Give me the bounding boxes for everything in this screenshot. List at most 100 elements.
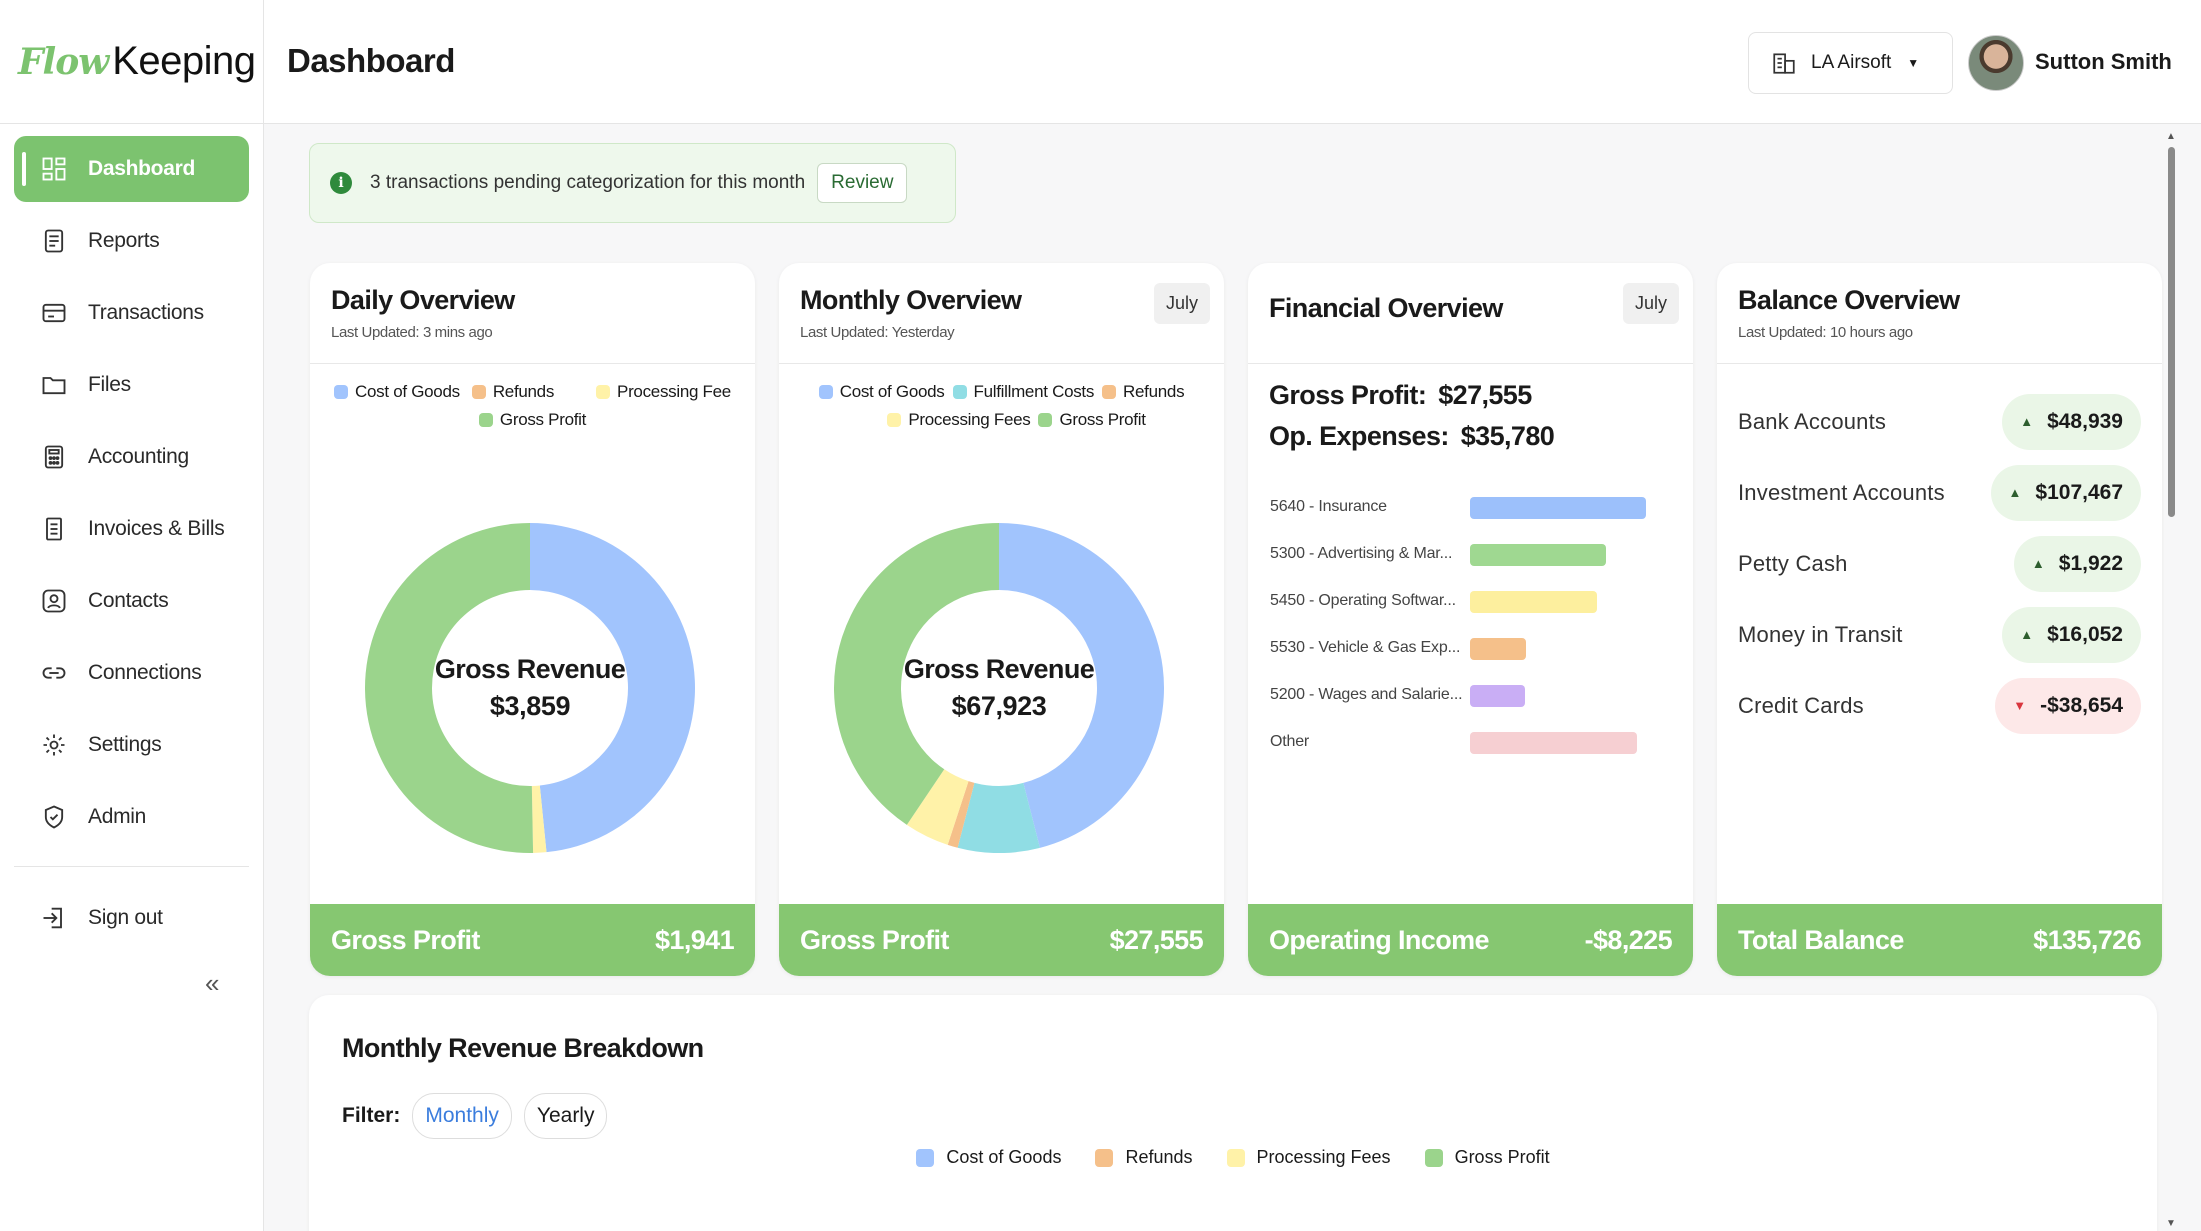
nav-item-transactions[interactable]: Transactions <box>14 280 249 346</box>
legend-item: Processing Fees <box>887 410 1031 430</box>
expense-row: 5200 - Wages and Salarie... <box>1270 671 1670 718</box>
legend-label: Cost of Goods <box>839 382 945 401</box>
balance-row[interactable]: Credit Cards ▼ -$38,654 <box>1738 670 2141 741</box>
donut-slice-processing-fees[interactable] <box>906 769 969 845</box>
nav-item-label: Transactions <box>88 301 204 324</box>
expense-bar[interactable] <box>1470 591 1597 613</box>
gear-icon <box>43 734 65 756</box>
user-name[interactable]: Sutton Smith <box>2035 49 2172 74</box>
nav-item-label: Connections <box>88 661 202 684</box>
sign-out-button[interactable]: Sign out <box>14 885 249 951</box>
legend-label: Processing Fee <box>617 382 731 401</box>
logo[interactable]: Flow Keeping <box>0 0 263 124</box>
expense-bar[interactable] <box>1470 732 1638 754</box>
legend-label: Refunds <box>492 382 555 401</box>
account-value: $107,467 <box>2035 480 2123 504</box>
donut-slice-gross-profit[interactable] <box>364 523 534 853</box>
footer-value: $27,555 <box>1109 924 1204 955</box>
gross-profit-value: $27,555 <box>1438 380 1532 410</box>
card-title: Daily Overview <box>331 285 515 315</box>
filter-yearly[interactable]: Yearly <box>523 1093 608 1139</box>
op-expenses-value: $35,780 <box>1460 421 1555 451</box>
review-button[interactable]: Review <box>817 163 908 203</box>
expense-bar[interactable] <box>1470 497 1646 519</box>
card-header: Daily Overview Last Updated: 3 mins ago <box>310 263 755 364</box>
footer-label: Operating Income <box>1269 924 1490 955</box>
balance-list: Bank Accounts ▲ $48,939 Investment Accoun… <box>1717 364 2162 741</box>
expense-label: 5300 - Advertising & Mar... <box>1270 544 1453 562</box>
expense-bar-track <box>1470 530 1670 577</box>
expense-row: Other <box>1270 718 1670 765</box>
filter-group: Filter: Monthly Yearly <box>342 1093 619 1139</box>
collapse-sidebar-button[interactable]: « <box>205 968 220 998</box>
expense-row: 5530 - Vehicle & Gas Exp... <box>1270 624 1670 671</box>
company-selector[interactable]: LA Airsoft ▼ <box>1748 32 1953 94</box>
sidebar: Flow Keeping Dashboard Reports Transacti… <box>0 0 264 1231</box>
nav-item-files[interactable]: Files <box>14 352 249 418</box>
donut-svg <box>364 523 695 853</box>
revenue-breakdown-card: Monthly Revenue Breakdown Filter: Monthl… <box>309 995 2157 1231</box>
nav-item-admin[interactable]: Admin <box>14 784 249 850</box>
expense-bar[interactable] <box>1470 685 1525 707</box>
balance-row[interactable]: Bank Accounts ▲ $48,939 <box>1738 386 2141 457</box>
monthly-donut-chart: Gross Revenue $67,923 <box>834 523 1164 853</box>
legend-item: Cost of Goods <box>916 1147 1061 1168</box>
nav-item-reports[interactable]: Reports <box>14 208 249 274</box>
scroll-down-icon[interactable]: ▼ <box>2166 1218 2176 1229</box>
reports-icon <box>44 229 64 253</box>
expense-row: 5300 - Advertising & Mar... <box>1270 530 1670 577</box>
donut-slice-cost-of-goods[interactable] <box>530 523 695 853</box>
legend-item: Refunds <box>1095 1147 1193 1168</box>
avatar[interactable] <box>1968 35 2024 91</box>
main-content: i 3 transactions pending categorization … <box>264 125 2164 1231</box>
expense-label: 5450 - Operating Softwar... <box>1270 591 1456 609</box>
legend-item: Cost of Goods <box>334 382 460 402</box>
card-header: Financial Overview July <box>1248 263 1693 364</box>
footer-value: $1,941 <box>655 924 735 955</box>
nav-item-accounting[interactable]: Accounting <box>14 424 249 490</box>
nav-item-dashboard[interactable]: Dashboard <box>14 136 249 202</box>
account-value: $1,922 <box>2058 551 2123 575</box>
expense-bar[interactable] <box>1470 638 1527 660</box>
scrollbar[interactable]: ▲ ▼ <box>2164 125 2178 1231</box>
nav-item-connections[interactable]: Connections <box>14 640 249 706</box>
period-selector[interactable]: July <box>1153 283 1210 324</box>
account-name: Petty Cash <box>1738 550 1848 576</box>
nav-item-label: Accounting <box>88 445 189 468</box>
legend-item: Gross Profit <box>1424 1147 1550 1168</box>
scrollbar-thumb[interactable] <box>2168 147 2175 517</box>
balance-row[interactable]: Petty Cash ▲ $1,922 <box>1738 528 2141 599</box>
legend-label: Cost of Goods <box>355 382 460 401</box>
legend-item: Fulfillment Costs <box>952 382 1094 402</box>
sign-out-icon <box>43 907 62 929</box>
donut-slice-refunds[interactable] <box>947 781 975 848</box>
trend-down-icon: ▼ <box>2013 698 2027 713</box>
balance-row[interactable]: Money in Transit ▲ $16,052 <box>1738 599 2141 670</box>
donut-svg <box>834 523 1164 853</box>
card-header: Monthly Overview Last Updated: Yesterday… <box>779 263 1224 364</box>
nav-item-invoices[interactable]: Invoices & Bills <box>14 496 249 562</box>
donut-slice-processing-fee[interactable] <box>531 785 547 853</box>
donut-slice-fulfillment-costs[interactable] <box>957 782 1040 853</box>
nav-item-contacts[interactable]: Contacts <box>14 568 249 634</box>
balance-chip: ▲ $48,939 <box>2002 393 2141 450</box>
legend-label: Gross Profit <box>499 410 587 429</box>
top-header: Dashboard LA Airsoft ▼ Sutton Smith <box>264 0 2201 124</box>
donut-slice-cost-of-goods[interactable] <box>999 523 1164 848</box>
balance-row[interactable]: Investment Accounts ▲ $107,467 <box>1738 457 2141 528</box>
period-selector[interactable]: July <box>1622 283 1679 324</box>
filter-monthly[interactable]: Monthly <box>412 1093 512 1139</box>
expense-bar-track <box>1470 577 1670 624</box>
expense-bar-track <box>1470 718 1670 765</box>
expense-bar[interactable] <box>1470 544 1606 566</box>
legend-label: Processing Fees <box>908 410 1031 429</box>
legend-label: Refunds <box>1125 1147 1193 1167</box>
link-icon <box>42 667 66 679</box>
invoice-icon <box>46 517 62 541</box>
donut-slice-gross-profit[interactable] <box>834 523 999 825</box>
card-footer: Total Balance $135,726 <box>1717 904 2162 976</box>
balance-chip: ▲ $107,467 <box>1990 464 2141 521</box>
scroll-up-icon[interactable]: ▲ <box>2166 131 2176 142</box>
nav-item-settings[interactable]: Settings <box>14 712 249 778</box>
card-subtitle: Last Updated: Yesterday <box>800 324 955 341</box>
